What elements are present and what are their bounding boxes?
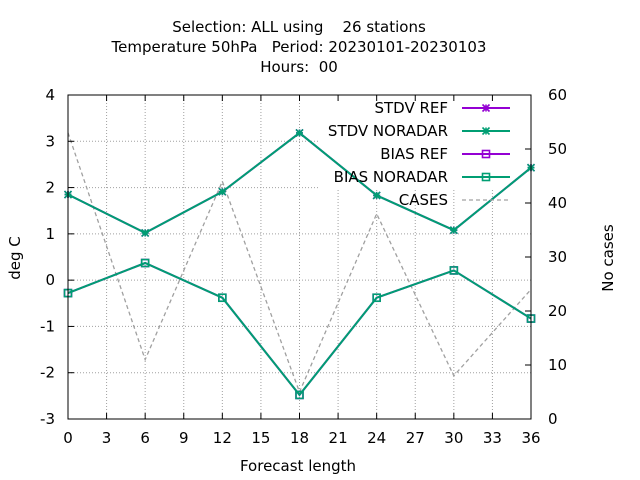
- x-tick-label: 33: [483, 429, 502, 447]
- data-point: [372, 191, 381, 200]
- legend-entry: CASES: [399, 191, 510, 209]
- y-axis-label: deg C: [6, 236, 24, 280]
- legend-entry: STDV NORADAR: [328, 122, 510, 140]
- y2-tick-label: 40: [548, 194, 567, 212]
- chart-title: Selection: ALL using 26 stations Tempera…: [111, 18, 487, 76]
- data-point: [449, 266, 459, 275]
- y-tick-label: 4: [45, 86, 55, 104]
- x-tick-label: 0: [63, 429, 73, 447]
- x-tick-label: 36: [521, 429, 540, 447]
- legend-sample-marker: [481, 103, 491, 113]
- y2-tick-label: 60: [548, 86, 567, 104]
- ticks: 0 3 6 9 12 15 18 21 24 27 30 33 36-3-2-1012340102030…: [40, 86, 567, 447]
- y2-axis-label: No cases: [599, 224, 617, 292]
- x-tick-label: 6: [140, 429, 150, 447]
- y-tick-label: 2: [45, 179, 55, 197]
- y2-tick-label: 30: [548, 248, 567, 266]
- y-tick-label: -3: [40, 410, 55, 428]
- x-tick-label: 9: [179, 429, 189, 447]
- title-line-2: Temperature 50hPa Period: 20230101-20230…: [111, 38, 487, 56]
- y2-tick-label: 20: [548, 302, 567, 320]
- x-tick-label: 27: [406, 429, 425, 447]
- data-point: [449, 226, 458, 235]
- y-tick-label: 1: [45, 225, 55, 243]
- y-tick-label: 0: [45, 271, 55, 289]
- y2-tick-label: 10: [548, 356, 567, 374]
- legend-entry: BIAS REF: [380, 145, 510, 163]
- legend-label: BIAS NORADAR: [334, 168, 448, 186]
- data-point: [218, 187, 227, 196]
- data-point: [140, 258, 150, 268]
- x-tick-label: 30: [444, 429, 463, 447]
- x-tick-label: 15: [251, 429, 270, 447]
- x-tick-label: 24: [367, 429, 386, 447]
- data-point: [372, 293, 381, 303]
- title-line-3: Hours: 00: [260, 58, 338, 76]
- data-point: [295, 128, 304, 138]
- legend-sample-marker: [481, 172, 491, 182]
- legend-entry: STDV REF: [374, 99, 510, 117]
- data-point: [295, 390, 304, 400]
- legend-label: CASES: [399, 191, 448, 209]
- data-point: [141, 228, 150, 237]
- legend-label: STDV NORADAR: [328, 122, 448, 140]
- x-tick-label: 3: [102, 429, 112, 447]
- legend-label: STDV REF: [374, 99, 448, 117]
- y2-tick-label: 0: [548, 410, 558, 428]
- grid: [68, 95, 531, 419]
- legend-entry: BIAS NORADAR: [334, 168, 510, 186]
- data-point: [218, 293, 227, 303]
- legend-sample-marker: [481, 126, 491, 136]
- y-tick-label: -2: [40, 364, 55, 382]
- legend-sample-marker: [481, 149, 491, 159]
- x-tick-label: 21: [329, 429, 348, 447]
- y-tick-label: 3: [45, 132, 55, 150]
- x-axis-label: Forecast length: [240, 457, 356, 475]
- y-tick-label: -1: [40, 317, 55, 335]
- legend: STDV REF STDV NORADAR BIAS REF BIAS NORADAR…: [328, 99, 510, 209]
- legend-label: BIAS REF: [380, 145, 448, 163]
- x-tick-label: 18: [290, 429, 309, 447]
- x-tick-label: 12: [213, 429, 232, 447]
- y2-tick-label: 50: [548, 140, 567, 158]
- title-line-1: Selection: ALL using 26 stations: [172, 18, 426, 36]
- series-line-4: [67, 261, 532, 397]
